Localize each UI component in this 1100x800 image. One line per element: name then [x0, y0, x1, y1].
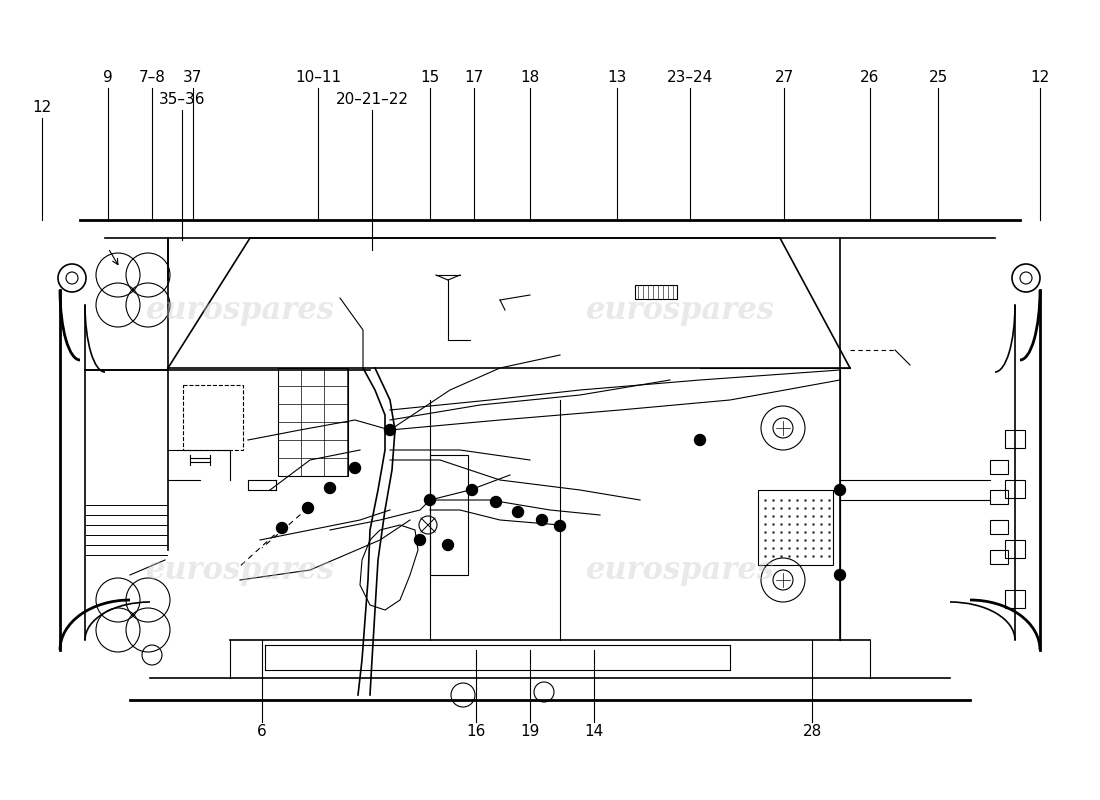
Text: 18: 18	[520, 70, 540, 86]
Text: 37: 37	[184, 70, 202, 86]
Bar	[1005, 430, 1025, 448]
Text: 10–11: 10–11	[295, 70, 341, 86]
Text: 20–21–22: 20–21–22	[336, 93, 408, 107]
Text: 12: 12	[1031, 70, 1049, 86]
Circle shape	[425, 494, 436, 506]
Text: 26: 26	[860, 70, 880, 86]
Text: eurospares: eurospares	[585, 554, 774, 586]
Bar	[183, 385, 243, 450]
Text: 15: 15	[420, 70, 440, 86]
Text: 17: 17	[464, 70, 484, 86]
Circle shape	[513, 506, 524, 518]
Text: 25: 25	[928, 70, 947, 86]
Circle shape	[302, 502, 313, 514]
Bar	[1005, 480, 1025, 498]
Text: 9: 9	[103, 70, 113, 86]
Circle shape	[466, 485, 477, 495]
Circle shape	[835, 570, 846, 581]
Text: 14: 14	[584, 725, 604, 739]
Text: 23–24: 23–24	[667, 70, 713, 86]
Bar	[990, 520, 1008, 534]
Text: 6: 6	[257, 725, 267, 739]
Bar	[990, 460, 1008, 474]
Circle shape	[442, 539, 453, 550]
Circle shape	[276, 522, 287, 534]
Text: 35–36: 35–36	[158, 93, 206, 107]
Text: 16: 16	[466, 725, 486, 739]
Bar	[278, 368, 348, 476]
Text: 13: 13	[607, 70, 627, 86]
Bar	[1005, 540, 1025, 558]
Circle shape	[835, 485, 846, 495]
Circle shape	[554, 521, 565, 531]
Circle shape	[694, 434, 705, 446]
Text: 12: 12	[32, 101, 52, 115]
Bar	[758, 490, 833, 565]
Circle shape	[350, 462, 361, 474]
Circle shape	[491, 497, 502, 507]
Text: 7–8: 7–8	[139, 70, 165, 86]
Bar	[430, 455, 468, 575]
Bar	[990, 490, 1008, 504]
Text: eurospares: eurospares	[145, 554, 334, 586]
Text: 28: 28	[802, 725, 822, 739]
Bar	[635, 285, 676, 299]
Circle shape	[324, 482, 336, 494]
Text: 27: 27	[774, 70, 793, 86]
Circle shape	[537, 514, 548, 526]
Bar	[1005, 590, 1025, 608]
Text: 19: 19	[520, 725, 540, 739]
Circle shape	[415, 534, 426, 546]
Text: eurospares: eurospares	[145, 294, 334, 326]
Bar	[990, 550, 1008, 564]
Text: eurospares: eurospares	[585, 294, 774, 326]
Circle shape	[385, 425, 396, 435]
